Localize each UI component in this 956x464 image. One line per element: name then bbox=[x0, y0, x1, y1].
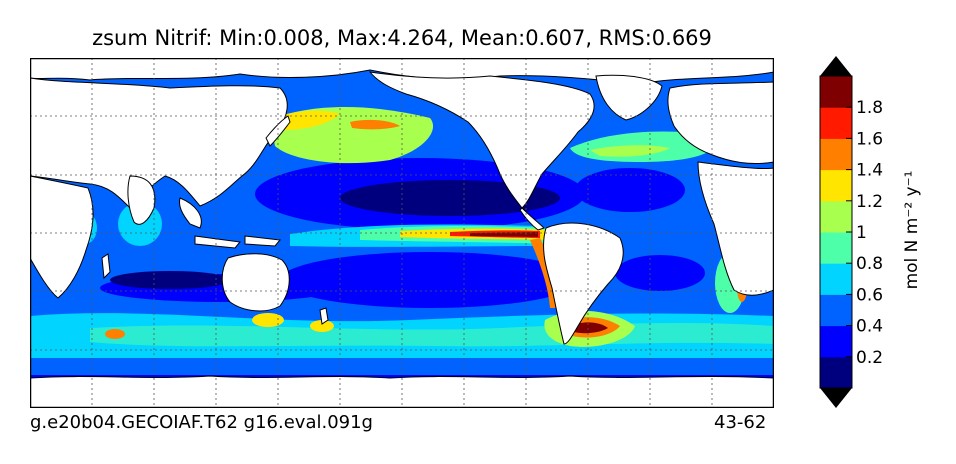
year-range-label: 43-62 bbox=[714, 412, 767, 433]
kerguelen-bloom bbox=[105, 329, 125, 339]
colorbar-tick-label: 1.6 bbox=[856, 129, 883, 149]
colorbar-segment bbox=[820, 76, 852, 108]
colorbar: 0.2 0.4 0.6 0.8 1 1.2 1.4 1.6 1.8 mol N m⁻² y⁻¹ bbox=[819, 56, 922, 408]
colorbar-segment bbox=[820, 325, 852, 358]
japan bbox=[265, 115, 291, 147]
colorbar-tick-label: 1 bbox=[856, 223, 867, 243]
map-panel bbox=[29, 57, 775, 409]
north-atlantic-gyre bbox=[575, 168, 685, 212]
colorbar-tick-label: 1.2 bbox=[856, 192, 883, 212]
colorbar-segment bbox=[820, 232, 852, 264]
run-id-label: g.e20b04.GECOIAF.T62 g16.eval.091g bbox=[30, 412, 373, 433]
indochina bbox=[179, 197, 202, 229]
colorbar-tick-label: 1.8 bbox=[856, 98, 883, 118]
colorbar-ticks: 0.2 0.4 0.6 0.8 1 1.2 1.4 1.6 1.8 bbox=[846, 98, 883, 368]
africa-east-edge bbox=[697, 161, 775, 296]
india bbox=[127, 175, 156, 225]
south-atlantic-gyre bbox=[615, 255, 705, 291]
south-australia-bloom bbox=[252, 313, 284, 327]
colorbar-segment bbox=[820, 356, 852, 389]
colorbar-tick-label: 1.4 bbox=[856, 161, 883, 181]
ocean-map bbox=[29, 57, 775, 409]
greenland bbox=[595, 74, 663, 121]
chart-title: zsum Nitrif: Min:0.008, Max:4.264, Mean:… bbox=[92, 26, 712, 50]
patagonian-shelf-peak bbox=[570, 322, 608, 334]
map-border bbox=[29, 57, 775, 409]
north-pacific-gyre-core bbox=[340, 180, 560, 216]
asia bbox=[29, 77, 288, 209]
colorbar-segments bbox=[819, 56, 853, 408]
australia bbox=[221, 253, 290, 312]
colorbar-extend-max bbox=[820, 56, 852, 76]
new-zealand-bloom bbox=[310, 320, 334, 332]
colorbar-tick-label: 0.6 bbox=[856, 285, 883, 305]
south-america bbox=[543, 222, 624, 345]
colorbar-segment bbox=[820, 138, 852, 171]
colorbar-segment bbox=[820, 263, 852, 295]
south-pacific-gyre bbox=[280, 252, 580, 308]
indonesia bbox=[194, 235, 241, 249]
colorbar-tick-label: 0.4 bbox=[856, 317, 883, 337]
north-america bbox=[368, 71, 595, 209]
colorbar-tick-label: 0.8 bbox=[856, 254, 883, 274]
colorbar-segment bbox=[820, 169, 852, 202]
humboldt-upwelling bbox=[530, 238, 559, 308]
gulf-of-alaska bbox=[350, 119, 400, 130]
map-gridlines bbox=[30, 58, 774, 408]
south-indian-gyre-core bbox=[110, 271, 230, 289]
colorbar-segment bbox=[820, 294, 852, 327]
colorbar-extend-min bbox=[820, 388, 852, 408]
colorbar-units-label: mol N m⁻² y⁻¹ bbox=[902, 171, 922, 290]
new-guinea bbox=[244, 235, 281, 247]
colorbar-segment bbox=[820, 200, 852, 233]
madagascar bbox=[101, 253, 111, 280]
new-zealand bbox=[319, 307, 329, 325]
europe bbox=[667, 81, 775, 165]
colorbar-tick-label: 0.2 bbox=[856, 348, 883, 368]
colorbar-segment bbox=[820, 107, 852, 139]
africa bbox=[29, 175, 94, 299]
